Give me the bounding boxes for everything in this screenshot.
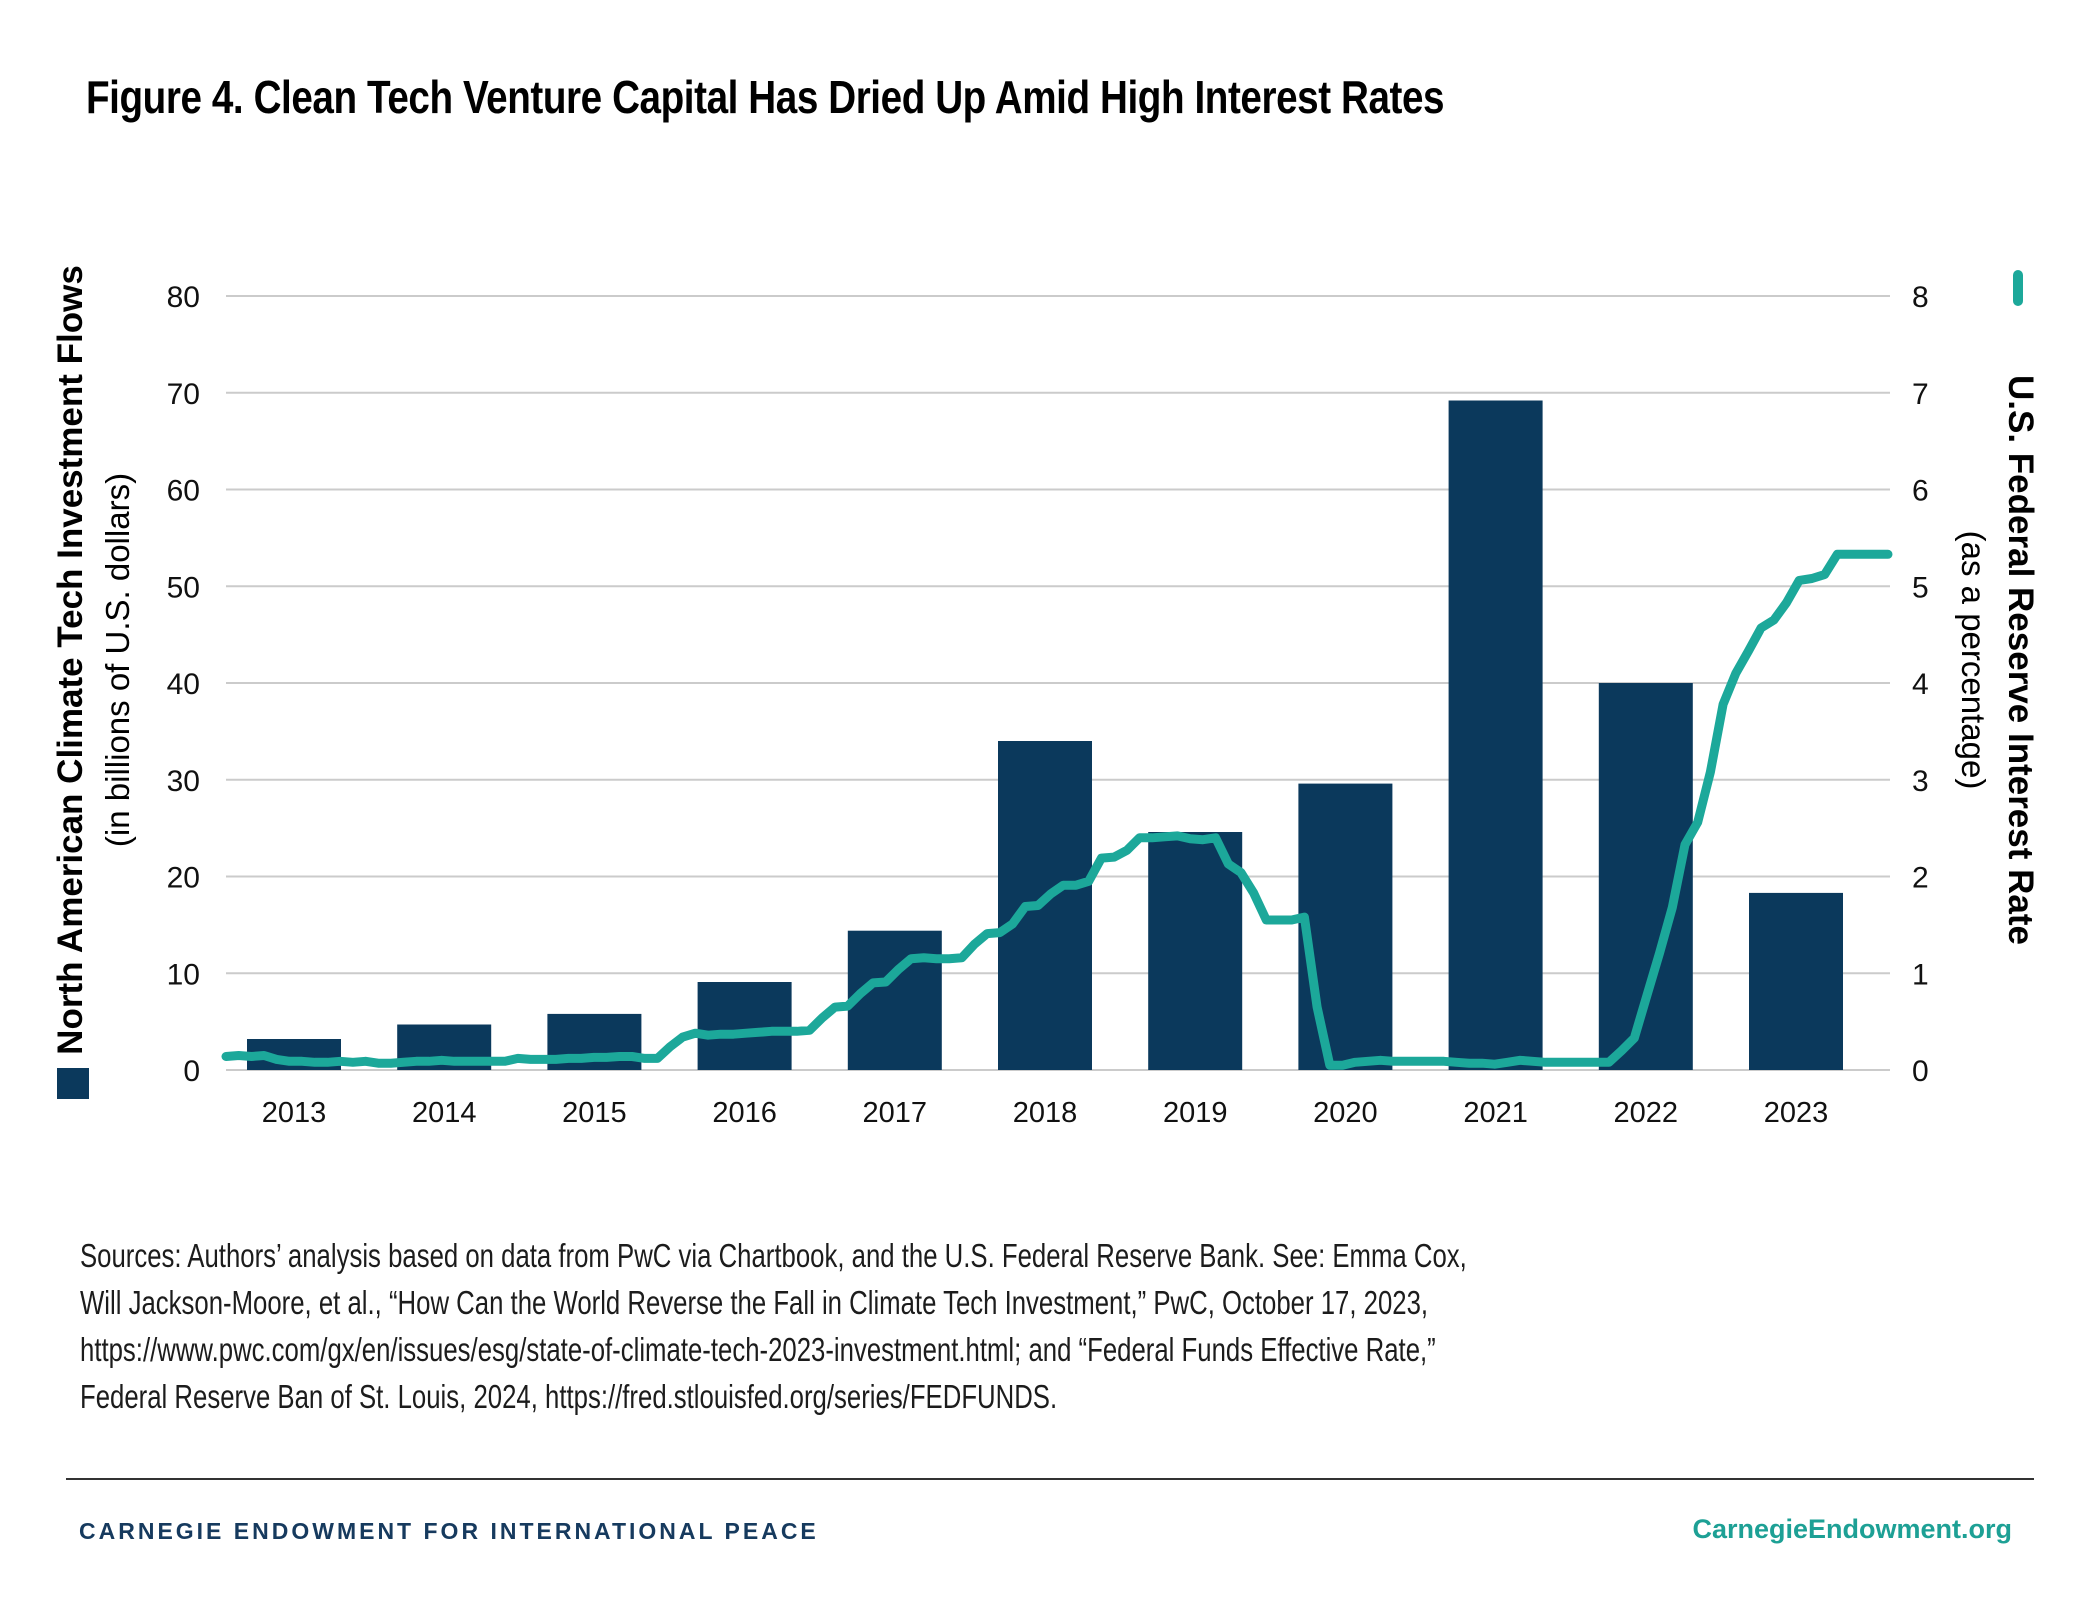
left-axis-tick-10: 10 bbox=[167, 958, 200, 991]
bar-2023 bbox=[1749, 892, 1843, 1070]
right-axis-tick-4: 4 bbox=[1912, 668, 1929, 701]
x-axis-label-2018: 2018 bbox=[1013, 1097, 1078, 1129]
bar-2017 bbox=[847, 930, 942, 1070]
x-axis-label-2019: 2019 bbox=[1163, 1097, 1228, 1129]
left-axis-tick-50: 50 bbox=[167, 571, 200, 604]
right-axis-tick-6: 6 bbox=[1912, 475, 1929, 508]
right-axis-tick-7: 7 bbox=[1912, 378, 1929, 411]
left-axis-title-main: North American Climate Tech Investment F… bbox=[51, 265, 90, 1055]
x-axis-label-2014: 2014 bbox=[412, 1097, 477, 1129]
right-axis-tick-1: 1 bbox=[1912, 958, 1929, 991]
x-axis-label-2017: 2017 bbox=[863, 1097, 928, 1129]
sources-line: Will Jackson-Moore, et al., “How Can the… bbox=[80, 1284, 1429, 1321]
right-axis-title-sub: (as a percentage) bbox=[1955, 530, 1992, 790]
x-axis-label-2021: 2021 bbox=[1463, 1097, 1528, 1129]
bar-2018 bbox=[998, 741, 1092, 1070]
left-axis-tick-80: 80 bbox=[167, 281, 200, 314]
line-series-legend-swatch bbox=[2013, 270, 2023, 306]
left-axis-tick-30: 30 bbox=[167, 765, 200, 798]
left-axis-tick-70: 70 bbox=[167, 378, 200, 411]
figure-title: Figure 4. Clean Tech Venture Capital Has… bbox=[86, 70, 1703, 124]
x-axis-label-2023: 2023 bbox=[1764, 1097, 1829, 1129]
left-axis-title-sub: (in billions of U.S. dollars) bbox=[99, 472, 136, 848]
left-axis-tick-0: 0 bbox=[183, 1055, 200, 1088]
right-axis-tick-8: 8 bbox=[1912, 281, 1929, 314]
fed-funds-rate-line bbox=[221, 549, 1893, 1070]
left-axis-tick-20: 20 bbox=[167, 862, 200, 895]
bar-2016 bbox=[697, 982, 792, 1070]
footer-organization: CARNEGIE ENDOWMENT FOR INTERNATIONAL PEA… bbox=[79, 1518, 819, 1544]
right-axis-tick-3: 3 bbox=[1912, 765, 1929, 798]
bar-2020 bbox=[1298, 783, 1393, 1070]
sources-note: Sources: Authors’ analysis based on data… bbox=[80, 1232, 1467, 1420]
bar-2021 bbox=[1448, 400, 1543, 1070]
x-axis-label-2022: 2022 bbox=[1614, 1097, 1679, 1129]
x-axis-label-2020: 2020 bbox=[1313, 1097, 1378, 1129]
bar-series-legend-swatch bbox=[57, 1068, 89, 1099]
left-axis-tick-60: 60 bbox=[167, 475, 200, 508]
footer-divider bbox=[66, 1478, 2034, 1480]
sources-line: https://www.pwc.com/gx/en/issues/esg/sta… bbox=[80, 1331, 1436, 1368]
left-axis-title: North American Climate Tech Investment F… bbox=[19, 60, 169, 1260]
combo-chart: 0 10 20 30 40 50 60 70 80 0 1 2 3 4 5 6 7 8 2013 2014 2015 20… bbox=[167, 281, 1929, 1129]
sources-line: Federal Reserve Ban of St. Louis, 2024, … bbox=[80, 1378, 1058, 1415]
sources-line: Sources: Authors’ analysis based on data… bbox=[80, 1237, 1467, 1274]
footer-website-link[interactable]: CarnegieEndowment.org bbox=[1692, 1514, 2012, 1544]
bar-2019 bbox=[1148, 832, 1243, 1070]
x-axis-label-2016: 2016 bbox=[712, 1097, 777, 1129]
x-axis-label-2015: 2015 bbox=[562, 1097, 627, 1129]
right-axis-title: U.S. Federal Reserve Interest Rate (as a… bbox=[1922, 60, 2072, 1260]
left-axis-tick-40: 40 bbox=[167, 668, 200, 701]
right-axis-tick-2: 2 bbox=[1912, 862, 1929, 895]
figure-title-text: Figure 4. Clean Tech Venture Capital Has… bbox=[86, 71, 1445, 123]
right-axis-title-main: U.S. Federal Reserve Interest Rate bbox=[2001, 375, 2040, 945]
right-axis-tick-0: 0 bbox=[1912, 1055, 1929, 1088]
right-axis-tick-5: 5 bbox=[1912, 571, 1929, 604]
x-axis-label-2013: 2013 bbox=[262, 1097, 327, 1129]
